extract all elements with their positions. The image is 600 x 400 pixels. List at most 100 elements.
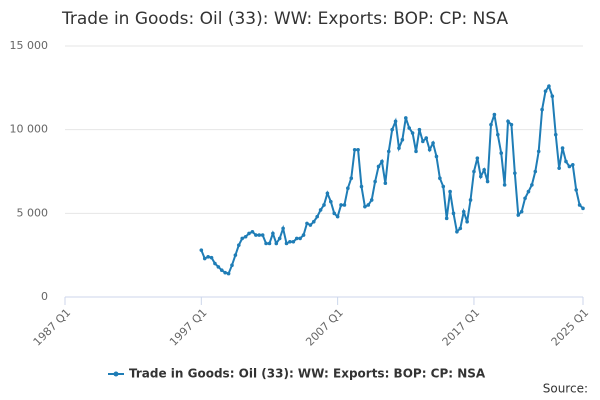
data-point: [496, 132, 500, 137]
data-point: [424, 136, 429, 140]
data-point: [291, 239, 296, 244]
data-point: [274, 241, 279, 246]
data-point: [485, 179, 490, 184]
data-point: [376, 164, 381, 169]
data-point: [506, 119, 510, 124]
data-point: [349, 176, 354, 180]
data-point: [267, 241, 272, 246]
data-point: [472, 169, 476, 174]
data-point: [380, 159, 384, 164]
data-point: [298, 236, 302, 241]
y-tick-label: 15 000: [10, 39, 49, 52]
data-point: [421, 139, 425, 144]
data-point: [417, 127, 422, 132]
data-point: [547, 84, 551, 88]
data-point: [560, 146, 565, 150]
data-point: [352, 147, 357, 152]
data-point: [202, 256, 207, 261]
data-point: [254, 233, 258, 237]
data-point: [492, 112, 497, 117]
data-point: [438, 176, 442, 180]
data-point: [553, 132, 558, 137]
data-point: [444, 216, 449, 221]
data-point: [356, 147, 360, 152]
data-point: [451, 211, 456, 216]
data-point: [219, 268, 224, 273]
data-point: [543, 89, 548, 93]
data-point: [581, 206, 585, 211]
data-point: [441, 184, 446, 189]
data-point: [516, 213, 521, 217]
data-point: [400, 137, 405, 142]
data-point: [393, 119, 398, 124]
chart-title: Trade in Goods: Oil (33): WW: Exports: B…: [61, 9, 508, 29]
data-point: [475, 156, 480, 160]
data-point: [308, 223, 313, 227]
legend-label: Trade in Goods: Oil (33): WW: Exports: B…: [129, 367, 486, 381]
data-point: [294, 236, 299, 241]
data-point: [489, 122, 493, 127]
data-point: [567, 164, 572, 169]
data-point: [288, 239, 292, 244]
data-point: [530, 183, 534, 187]
data-point: [271, 231, 275, 236]
data-point: [478, 174, 483, 179]
data-point: [318, 208, 323, 212]
data-point: [383, 181, 388, 186]
data-point: [577, 203, 582, 207]
data-point: [533, 169, 538, 174]
data-point: [284, 241, 289, 246]
data-point: [390, 127, 394, 132]
data-point: [281, 226, 285, 231]
data-point: [264, 241, 268, 246]
data-point: [513, 171, 517, 175]
data-point: [434, 154, 439, 159]
data-point: [550, 94, 555, 98]
data-point: [329, 199, 333, 204]
y-tick-label: 5 000: [17, 206, 49, 219]
data-point: [386, 149, 391, 154]
data-point: [209, 255, 214, 260]
series-line: [200, 83, 584, 275]
y-tick-label: 10 000: [10, 123, 49, 136]
data-point: [455, 229, 459, 234]
data-point: [346, 186, 350, 191]
data-point: [519, 209, 524, 214]
data-point: [247, 231, 251, 236]
data-point: [325, 191, 330, 196]
data-point: [482, 168, 486, 172]
data-point: [461, 209, 466, 214]
data-point: [223, 270, 227, 275]
data-point: [301, 233, 306, 237]
data-point: [574, 188, 578, 192]
data-point: [226, 271, 231, 276]
x-tick-label: 2025 Q1: [549, 306, 592, 349]
data-point: [363, 204, 367, 209]
data-point: [230, 263, 234, 268]
data-point: [557, 166, 561, 170]
data-point: [260, 233, 265, 237]
data-point: [431, 141, 435, 145]
y-tick-label: 0: [41, 290, 48, 303]
data-point: [564, 159, 568, 164]
source: Source:: [543, 382, 588, 396]
data-point: [240, 236, 245, 241]
data-point: [570, 163, 575, 167]
data-point: [250, 229, 255, 234]
data-point: [233, 253, 238, 257]
data-point: [216, 265, 221, 269]
data-point: [397, 146, 401, 150]
x-tick-label: 2007 Q1: [303, 306, 346, 349]
data-point: [536, 149, 541, 154]
data-point: [407, 126, 411, 130]
x-tick-label: 1997 Q1: [167, 306, 210, 349]
data-point: [499, 151, 504, 155]
data-point: [359, 184, 364, 189]
data-point: [468, 198, 473, 202]
data-point: [322, 203, 326, 207]
data-point: [305, 221, 309, 226]
data-point: [243, 234, 248, 239]
data-point: [277, 236, 282, 241]
data-point: [509, 122, 514, 127]
